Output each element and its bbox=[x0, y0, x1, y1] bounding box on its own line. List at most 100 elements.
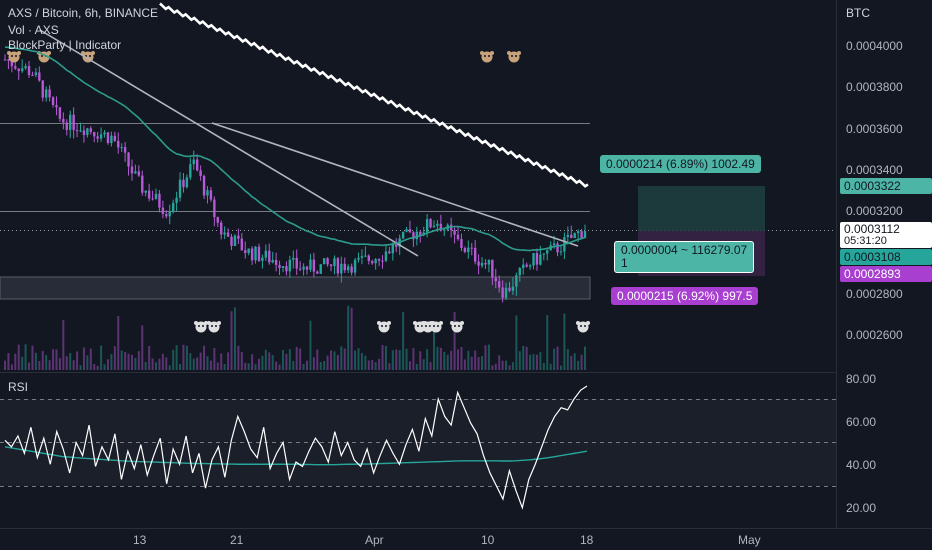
candle-body[interactable] bbox=[14, 66, 17, 69]
candle-body[interactable] bbox=[388, 251, 391, 254]
candle-body[interactable] bbox=[302, 266, 305, 270]
candle-body[interactable] bbox=[247, 248, 250, 254]
candle-body[interactable] bbox=[504, 287, 508, 298]
cow-signal-icon[interactable] bbox=[429, 321, 443, 333]
candle-body[interactable] bbox=[429, 219, 432, 228]
candle-body[interactable] bbox=[312, 259, 316, 272]
candle-body[interactable] bbox=[31, 74, 34, 76]
candle-body[interactable] bbox=[244, 250, 247, 254]
cow-signal-icon[interactable] bbox=[576, 321, 590, 333]
candle-body[interactable] bbox=[340, 263, 343, 274]
indicator-legend[interactable]: BlockParty | Indicator bbox=[8, 38, 122, 52]
candle-body[interactable] bbox=[491, 259, 494, 278]
candle-body[interactable] bbox=[268, 250, 271, 263]
candle-body[interactable] bbox=[144, 190, 147, 193]
candle-body[interactable] bbox=[532, 252, 535, 266]
candle-body[interactable] bbox=[559, 251, 563, 253]
candle-body[interactable] bbox=[525, 264, 528, 267]
candle-body[interactable] bbox=[463, 247, 467, 252]
profit-label[interactable]: 0.0000214 (6.89%) 1002.49 bbox=[600, 155, 761, 173]
candle-body[interactable] bbox=[467, 247, 470, 252]
candle-body[interactable] bbox=[51, 97, 55, 105]
position-center-label[interactable]: 0.0000004 ~ 116279.07 1 bbox=[614, 241, 755, 273]
candle-body[interactable] bbox=[484, 262, 487, 265]
candle-body[interactable] bbox=[546, 250, 549, 254]
candle-body[interactable] bbox=[213, 199, 216, 218]
candle-body[interactable] bbox=[192, 159, 195, 165]
candle-body[interactable] bbox=[384, 251, 388, 261]
candle-body[interactable] bbox=[518, 268, 521, 276]
candle-body[interactable] bbox=[154, 193, 158, 199]
candle-body[interactable] bbox=[274, 259, 278, 265]
candle-body[interactable] bbox=[250, 248, 254, 261]
candle-body[interactable] bbox=[453, 230, 456, 235]
candle-body[interactable] bbox=[346, 266, 350, 271]
candle-body[interactable] bbox=[168, 211, 171, 217]
candle-body[interactable] bbox=[326, 258, 329, 265]
candle-body[interactable] bbox=[206, 190, 209, 196]
candle-body[interactable] bbox=[99, 134, 103, 139]
candle-body[interactable] bbox=[120, 147, 123, 149]
cow-signal-icon[interactable] bbox=[194, 321, 208, 333]
candle-body[interactable] bbox=[576, 231, 580, 234]
bear-signal-icon[interactable] bbox=[507, 51, 521, 63]
candle-body[interactable] bbox=[415, 231, 419, 240]
position-profit-zone[interactable] bbox=[638, 186, 765, 231]
candle-body[interactable] bbox=[456, 234, 460, 240]
candle-body[interactable] bbox=[202, 175, 206, 196]
candle-body[interactable] bbox=[333, 258, 336, 267]
trendline-shallow[interactable] bbox=[211, 122, 579, 247]
candle-body[interactable] bbox=[329, 264, 333, 267]
candle-body[interactable] bbox=[494, 277, 497, 282]
candle-body[interactable] bbox=[319, 264, 322, 274]
candle-body[interactable] bbox=[443, 229, 446, 231]
candle-body[interactable] bbox=[583, 231, 587, 239]
candle-body[interactable] bbox=[158, 193, 161, 208]
candle-body[interactable] bbox=[261, 257, 264, 261]
candle-body[interactable] bbox=[316, 271, 319, 274]
candle-body[interactable] bbox=[137, 171, 141, 176]
candle-body[interactable] bbox=[178, 179, 182, 198]
candle-body[interactable] bbox=[106, 132, 110, 144]
candle-body[interactable] bbox=[20, 68, 24, 72]
candle-body[interactable] bbox=[425, 219, 429, 233]
candle-body[interactable] bbox=[34, 72, 38, 76]
candle-body[interactable] bbox=[96, 136, 99, 139]
cow-signal-icon[interactable] bbox=[450, 321, 464, 333]
candle-body[interactable] bbox=[209, 190, 213, 200]
candle-body[interactable] bbox=[103, 132, 106, 135]
candle-body[interactable] bbox=[432, 225, 436, 228]
cow-signal-icon[interactable] bbox=[207, 321, 221, 333]
candle-body[interactable] bbox=[223, 232, 226, 235]
candle-body[interactable] bbox=[405, 229, 408, 232]
candle-body[interactable] bbox=[298, 268, 302, 270]
candle-body[interactable] bbox=[123, 147, 127, 153]
candle-body[interactable] bbox=[364, 255, 367, 257]
candle-body[interactable] bbox=[357, 257, 360, 260]
candle-body[interactable] bbox=[230, 236, 233, 247]
candle-body[interactable] bbox=[216, 217, 219, 223]
candle-body[interactable] bbox=[295, 257, 298, 269]
candle-body[interactable] bbox=[377, 259, 381, 261]
candle-body[interactable] bbox=[254, 246, 257, 261]
candle-body[interactable] bbox=[473, 247, 477, 262]
candle-body[interactable] bbox=[199, 170, 202, 176]
candle-body[interactable] bbox=[419, 231, 422, 236]
candle-body[interactable] bbox=[86, 128, 89, 135]
candle-body[interactable] bbox=[281, 266, 285, 268]
candle-body[interactable] bbox=[130, 166, 134, 174]
candle-body[interactable] bbox=[72, 114, 75, 131]
candle-body[interactable] bbox=[82, 130, 86, 135]
candle-body[interactable] bbox=[322, 258, 326, 265]
candle-body[interactable] bbox=[508, 287, 511, 291]
rsi-line[interactable] bbox=[4, 385, 588, 510]
candle-body[interactable] bbox=[487, 259, 491, 265]
candle-body[interactable] bbox=[408, 229, 412, 233]
candle-body[interactable] bbox=[75, 130, 79, 132]
candle-body[interactable] bbox=[62, 118, 65, 123]
candle-body[interactable] bbox=[542, 253, 546, 255]
candle-body[interactable] bbox=[48, 89, 51, 98]
cow-signal-icon[interactable] bbox=[377, 321, 391, 333]
candle-body[interactable] bbox=[41, 80, 44, 98]
candle-body[interactable] bbox=[65, 122, 68, 130]
